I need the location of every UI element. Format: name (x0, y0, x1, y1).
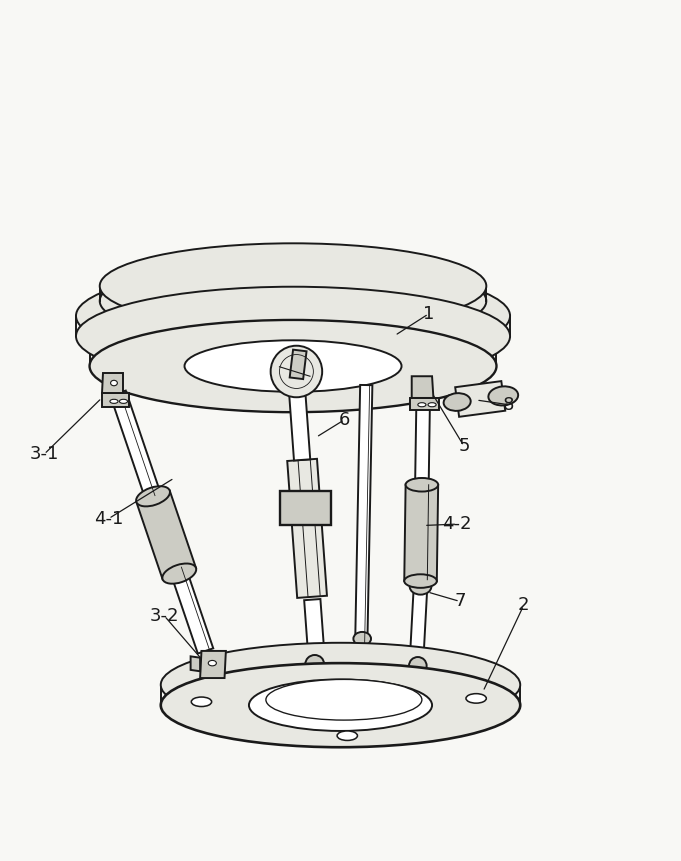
Ellipse shape (406, 478, 438, 492)
Polygon shape (200, 651, 226, 678)
Text: 7: 7 (454, 592, 466, 610)
Polygon shape (410, 586, 427, 663)
Text: 5: 5 (458, 437, 470, 455)
Polygon shape (101, 373, 123, 393)
Ellipse shape (410, 579, 431, 595)
Ellipse shape (266, 679, 422, 720)
Polygon shape (110, 391, 161, 499)
Text: 3-1: 3-1 (29, 445, 59, 463)
Ellipse shape (185, 340, 402, 392)
Ellipse shape (99, 244, 486, 329)
Ellipse shape (488, 387, 518, 406)
Polygon shape (405, 485, 438, 581)
Ellipse shape (208, 660, 217, 666)
Text: 6: 6 (339, 411, 350, 429)
Ellipse shape (353, 632, 371, 646)
Ellipse shape (270, 346, 322, 397)
Polygon shape (412, 376, 433, 398)
Ellipse shape (161, 643, 520, 727)
Ellipse shape (110, 400, 118, 403)
Polygon shape (288, 381, 311, 461)
Ellipse shape (352, 660, 370, 678)
Ellipse shape (337, 731, 358, 740)
Polygon shape (304, 599, 325, 662)
Ellipse shape (443, 393, 471, 411)
Polygon shape (289, 350, 306, 379)
Polygon shape (411, 398, 439, 410)
Text: 4-2: 4-2 (443, 515, 472, 533)
Ellipse shape (162, 563, 196, 584)
Polygon shape (170, 566, 213, 653)
Polygon shape (287, 459, 327, 598)
Ellipse shape (110, 381, 117, 386)
Polygon shape (101, 393, 129, 406)
Polygon shape (280, 491, 332, 525)
Ellipse shape (161, 663, 520, 747)
Text: 3-2: 3-2 (149, 607, 179, 624)
Ellipse shape (418, 403, 426, 406)
Polygon shape (191, 656, 200, 672)
Polygon shape (455, 381, 505, 417)
Text: 2: 2 (518, 597, 529, 615)
Ellipse shape (76, 266, 510, 365)
Ellipse shape (405, 574, 437, 588)
Ellipse shape (259, 339, 327, 356)
Text: 1: 1 (423, 305, 434, 323)
Ellipse shape (76, 287, 510, 386)
Ellipse shape (466, 694, 486, 703)
Ellipse shape (119, 400, 127, 403)
Polygon shape (136, 491, 196, 579)
Ellipse shape (428, 403, 436, 406)
Text: 4-1: 4-1 (94, 510, 123, 528)
Ellipse shape (90, 301, 496, 393)
Ellipse shape (99, 258, 486, 344)
Ellipse shape (305, 655, 324, 674)
Ellipse shape (409, 657, 426, 675)
Polygon shape (415, 396, 430, 485)
Text: 8: 8 (503, 396, 514, 414)
Ellipse shape (136, 486, 170, 506)
Polygon shape (355, 385, 373, 665)
Ellipse shape (191, 697, 212, 707)
Ellipse shape (249, 679, 432, 731)
Ellipse shape (90, 320, 496, 412)
